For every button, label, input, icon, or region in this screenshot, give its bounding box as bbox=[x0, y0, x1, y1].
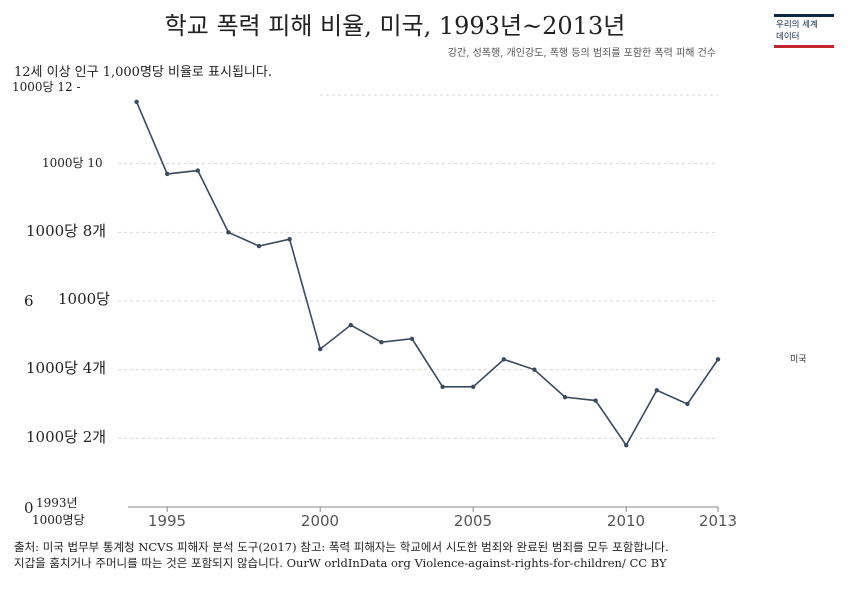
data-point-2006[interactable] bbox=[501, 357, 506, 362]
x-tick-label-2010: 2010 bbox=[606, 512, 646, 530]
y-tick-label-6-number: 6 bbox=[24, 292, 34, 310]
data-point-2007[interactable] bbox=[532, 367, 537, 372]
series-label-usa: 미국 bbox=[790, 355, 807, 365]
y-tick-label-8: 1000당 8개 bbox=[26, 222, 107, 240]
data-point-2002[interactable] bbox=[379, 340, 384, 345]
data-point-1995[interactable] bbox=[165, 171, 170, 177]
data-point-1997[interactable] bbox=[226, 230, 231, 235]
x-tick-label-2000: 2000 bbox=[300, 512, 340, 530]
data-point-2000[interactable] bbox=[318, 346, 323, 352]
y-tick-label-12: 1000당 12 - bbox=[12, 80, 81, 94]
y-tick-label-10: 1000당 10 bbox=[42, 156, 103, 170]
data-point-2009[interactable] bbox=[593, 398, 598, 403]
data-point-2001[interactable] bbox=[348, 322, 353, 328]
x-tick-label-2013: 2013 bbox=[698, 512, 738, 530]
x-axis bbox=[128, 506, 719, 512]
y-tick-label-4: 1000당 4개 bbox=[26, 359, 107, 377]
x-tick-label-2005: 2005 bbox=[453, 512, 493, 530]
gridlines bbox=[118, 94, 718, 439]
data-point-2004[interactable] bbox=[440, 384, 445, 390]
data-point-2003[interactable] bbox=[409, 336, 415, 341]
data-point-2010[interactable] bbox=[624, 443, 629, 448]
y-tick-label-0-line1: 1993년 bbox=[36, 496, 78, 510]
data-point-1996[interactable] bbox=[195, 168, 200, 173]
y-tick-label-0-number: 0 bbox=[24, 499, 34, 517]
chart-subtitle: 강간, 성폭행, 개인강도, 폭행 등의 범죄를 포함한 폭력 피해 건수 bbox=[447, 48, 716, 59]
data-point-2008[interactable] bbox=[562, 394, 568, 400]
data-point-2012[interactable] bbox=[685, 401, 690, 407]
chart-title: 학교 폭력 피해 비율, 미국, 1993년~2013년 bbox=[164, 12, 626, 40]
data-point-2013[interactable] bbox=[715, 357, 721, 362]
series-group bbox=[134, 99, 721, 448]
data-point-1999[interactable] bbox=[287, 237, 292, 242]
data-point-2005[interactable] bbox=[471, 384, 476, 390]
data-point-1998[interactable] bbox=[256, 243, 262, 249]
y-tick-label-2: 1000당 2개 bbox=[26, 428, 107, 446]
source-note-line2: 지갑을 훔치거나 주머니를 따는 것은 포함되지 않습니다. OurW orld… bbox=[14, 556, 667, 570]
x-tick-label-1995: 1995 bbox=[147, 512, 187, 530]
our-world-in-data-logo[interactable]: 우리의 세계 데이터 bbox=[774, 14, 834, 48]
y-tick-label-0-line2: 1000명당 bbox=[32, 513, 85, 527]
source-note-line1: 출처: 미국 법무부 통계청 NCVS 피해자 분석 도구(2017) 참고: … bbox=[14, 540, 669, 554]
series-line-0 bbox=[136, 103, 719, 447]
unit-note: 12세 이상 인구 1,000명당 비율로 표시됩니다. bbox=[14, 65, 272, 80]
logo-text-line1: 우리의 세계 bbox=[776, 20, 818, 30]
logo-text-line2: 데이터 bbox=[776, 32, 800, 42]
data-point-2011[interactable] bbox=[654, 388, 659, 393]
y-tick-label-6: 1000당 bbox=[58, 290, 110, 308]
data-point-1994[interactable] bbox=[134, 99, 139, 105]
